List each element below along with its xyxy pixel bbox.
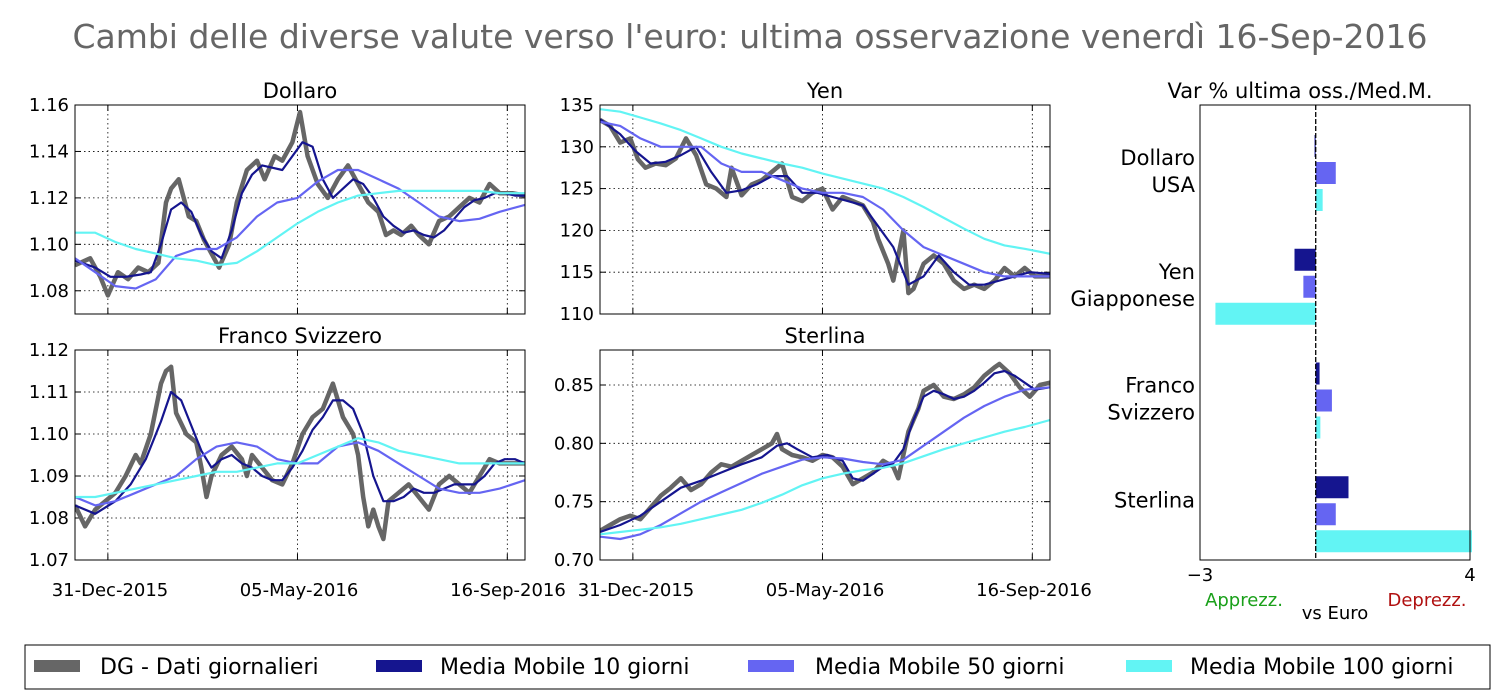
x-tick-label: 31-Dec-2015 — [578, 580, 695, 601]
category-label-yen-giapponese: Yen Giapponese — [1070, 260, 1195, 311]
plot-area — [600, 105, 1050, 314]
y-tick-label: 1.08 — [29, 281, 69, 302]
axes-frame — [1199, 104, 1471, 561]
y-tick-label: 1.12 — [29, 340, 69, 361]
x-tick-label: 16-Sep-2016 — [450, 580, 566, 601]
bar-ma100-yen-giapponese — [1215, 302, 1316, 325]
series-line-ma10 — [75, 390, 525, 515]
bar-ma10-dollaro-usa — [1314, 135, 1316, 157]
deprezz-label: Deprezz. — [1387, 590, 1466, 611]
y-tick-label: 130 — [560, 137, 594, 158]
chart-yen: 110 115 120 125 130 135 Yen — [560, 79, 1051, 325]
legend-label-ma100: Media Mobile 100 giorni — [1190, 655, 1453, 680]
panel-title-sterlina: Sterlina — [785, 324, 866, 348]
y-tick-label: 110 — [560, 304, 594, 325]
series-line-ma10 — [600, 118, 1050, 286]
x-tick-label: 16-Sep-2016 — [976, 580, 1092, 601]
y-tick-label: 0.70 — [554, 550, 594, 571]
legend-label-ma50: Media Mobile 50 giorni — [815, 655, 1064, 680]
bar-ma10-franco-svizzero — [1315, 362, 1320, 385]
chart-var-percent: Dollaro USA Yen Giapponese Franco Svizzero Ste… — [1070, 79, 1475, 624]
series-line-ma100 — [600, 418, 1050, 536]
series-line-daily — [600, 118, 1050, 296]
legend-label-ma10: Media Mobile 10 giorni — [440, 655, 689, 680]
x-tick-label: 4 — [1464, 565, 1475, 586]
axes-frame — [74, 104, 526, 315]
category-label-franco-svizzero: Franco Svizzero — [1107, 374, 1195, 425]
panel-title-yen: Yen — [806, 79, 843, 103]
category-label-dollaro-usa: Dollaro USA — [1120, 146, 1195, 197]
legend-swatch-ma10 — [376, 660, 422, 672]
figure-title: Cambi delle diverse valute verso l'euro:… — [72, 17, 1427, 56]
bar-ma100-dollaro-usa — [1315, 189, 1323, 211]
y-tick-label: 1.10 — [29, 424, 69, 445]
y-tick-label: 1.12 — [29, 188, 69, 209]
series-line-ma50 — [600, 386, 1050, 541]
x-tick-label: −3 — [1187, 565, 1214, 586]
chart-franco-svizzero: 1.07 1.08 1.09 1.10 1.11 1.12 Franco Svizzero — [29, 324, 526, 571]
x-tick-labels-right: 31-Dec-2015 05-May-2016 16-Sep-2016 — [578, 580, 1092, 601]
legend-swatch-ma50 — [748, 660, 794, 672]
panel-title-franco-svizzero: Franco Svizzero — [218, 324, 382, 348]
y-tick-label: 120 — [560, 220, 594, 241]
axes-frame — [599, 349, 1051, 561]
legend-swatch-daily — [34, 660, 80, 672]
x-tick-label: 05-May-2016 — [240, 580, 359, 601]
x-tick-labels-left: 31-Dec-2015 05-May-2016 16-Sep-2016 — [52, 580, 566, 601]
panel-title-dollaro: Dollaro — [263, 79, 338, 103]
y-tick-label: 1.09 — [29, 466, 69, 487]
y-tick-label: 0.85 — [554, 375, 594, 396]
bar-ma50-yen-giapponese — [1303, 275, 1316, 298]
y-tick-label: 1.07 — [29, 550, 69, 571]
series-line-ma10 — [75, 141, 525, 278]
bar-ma100-sterlina — [1315, 530, 1472, 553]
y-tick-label: 1.08 — [29, 508, 69, 529]
x-tick-label: 31-Dec-2015 — [52, 580, 169, 601]
axes-frame — [599, 104, 1051, 315]
y-tick-label: 115 — [560, 262, 594, 283]
x-axis-label: vs Euro — [1302, 603, 1369, 624]
y-tick-label: 1.14 — [29, 141, 69, 162]
y-tick-label: 1.10 — [29, 234, 69, 255]
series-line-ma50 — [75, 168, 525, 290]
bar-ma100-franco-svizzero — [1315, 416, 1321, 439]
y-tick-label: 0.80 — [554, 433, 594, 454]
series-line-ma10 — [600, 369, 1050, 534]
y-tick-label: 1.16 — [29, 95, 69, 116]
axes-frame — [74, 349, 526, 561]
y-tick-label: 125 — [560, 179, 594, 200]
y-tick-label: 135 — [560, 95, 594, 116]
legend-swatch-ma100 — [1126, 660, 1172, 672]
series-line-ma100 — [75, 437, 525, 499]
bar-ma50-franco-svizzero — [1315, 389, 1332, 412]
series-line-daily — [75, 109, 525, 298]
series-line-ma100 — [600, 108, 1050, 255]
y-tick-label: 1.11 — [29, 382, 69, 403]
category-label-sterlina: Sterlina — [1114, 488, 1195, 512]
series-line-ma100 — [75, 189, 525, 267]
chart-sterlina: 0.70 0.75 0.80 0.85 Sterlina — [554, 324, 1051, 571]
chart-dollaro: 1.08 1.10 1.12 1.14 1.16 Dollaro — [29, 79, 526, 315]
x-tick-label: 05-May-2016 — [766, 580, 885, 601]
legend: DG - Dati giornalieri Media Mobile 10 gi… — [24, 644, 1491, 690]
legend-label-daily: DG - Dati giornalieri — [100, 655, 319, 680]
series-line-ma50 — [600, 120, 1050, 278]
plot-area — [75, 105, 525, 314]
bar-ma10-sterlina — [1315, 476, 1349, 499]
bar-ma50-dollaro-usa — [1315, 162, 1336, 184]
panel-title-var: Var % ultima oss./Med.M. — [1167, 79, 1432, 103]
bar-ma50-sterlina — [1315, 503, 1336, 526]
bar-ma10-yen-giapponese — [1294, 248, 1316, 271]
apprezz-label: Apprezz. — [1205, 590, 1283, 611]
y-tick-label: 0.75 — [554, 492, 594, 513]
